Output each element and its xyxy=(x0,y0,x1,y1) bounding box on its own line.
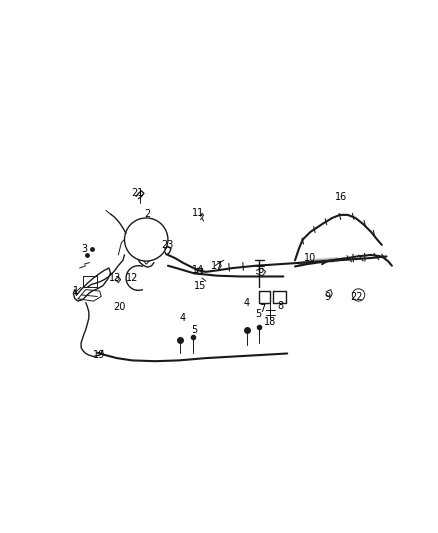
Text: 2: 2 xyxy=(145,209,151,219)
Text: 19: 19 xyxy=(93,350,105,360)
Text: 5: 5 xyxy=(255,309,261,319)
Text: 6: 6 xyxy=(257,265,263,276)
Text: 14: 14 xyxy=(192,265,204,276)
Text: 9: 9 xyxy=(325,292,331,302)
Text: 13: 13 xyxy=(109,273,121,283)
Text: 16: 16 xyxy=(336,192,348,202)
Text: 15: 15 xyxy=(194,281,207,290)
Text: 1: 1 xyxy=(74,286,80,296)
Text: 4: 4 xyxy=(180,313,186,323)
Text: 8: 8 xyxy=(277,301,283,311)
Text: 17: 17 xyxy=(211,262,224,271)
Text: 7: 7 xyxy=(259,304,265,314)
Text: 20: 20 xyxy=(114,302,126,311)
Text: 4: 4 xyxy=(244,297,250,308)
Text: 10: 10 xyxy=(304,253,317,263)
Text: 18: 18 xyxy=(264,317,276,327)
Text: 21: 21 xyxy=(131,188,144,198)
Text: 5: 5 xyxy=(191,325,198,335)
Text: 11: 11 xyxy=(192,207,204,217)
Text: 22: 22 xyxy=(351,292,363,302)
Text: 12: 12 xyxy=(126,273,138,283)
Text: 23: 23 xyxy=(161,240,173,250)
Text: 3: 3 xyxy=(81,244,87,254)
